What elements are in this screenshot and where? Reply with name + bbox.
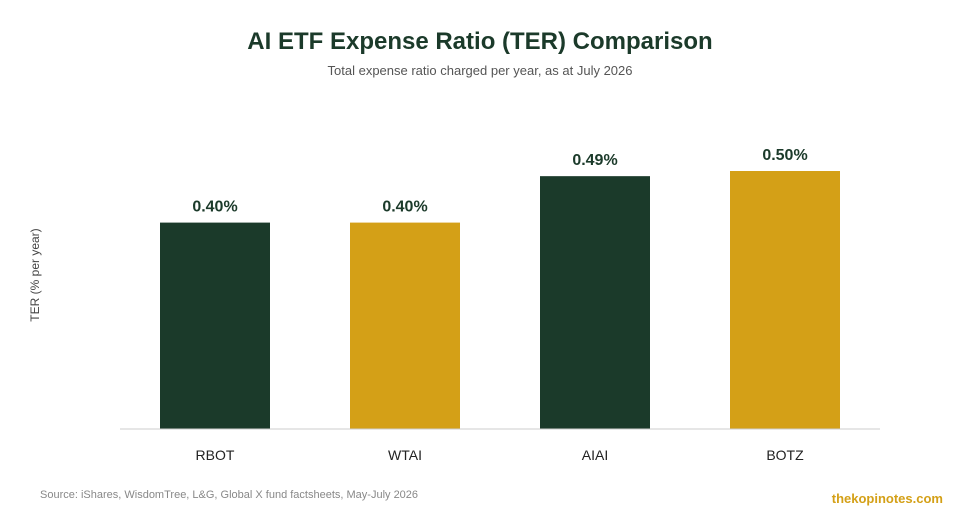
bar-botz <box>730 171 840 429</box>
category-label-rbot: RBOT <box>196 447 235 463</box>
chart-title: AI ETF Expense Ratio (TER) Comparison <box>247 28 713 55</box>
value-label-wtai: 0.40% <box>382 199 427 216</box>
category-label-aiai: AIAI <box>582 447 608 463</box>
value-label-rbot: 0.40% <box>192 199 237 216</box>
value-label-botz: 0.50% <box>762 147 807 164</box>
brand-link[interactable]: thekopinotes.com <box>831 491 943 506</box>
bars-layer: 0.40% RBOT 0.40% WTAI 0.49% AIAI 0.50% BOTZ <box>160 147 840 463</box>
source-note: Source: iShares, WisdomTree, L&G, Global… <box>40 489 419 501</box>
bar-rbot <box>160 222 270 429</box>
value-label-aiai: 0.49% <box>572 152 617 169</box>
bar-wtai <box>350 222 460 429</box>
category-label-wtai: WTAI <box>388 447 422 463</box>
chart-subtitle: Total expense ratio charged per year, as… <box>327 63 633 78</box>
category-label-botz: BOTZ <box>766 447 804 463</box>
bar-aiai <box>540 176 650 429</box>
